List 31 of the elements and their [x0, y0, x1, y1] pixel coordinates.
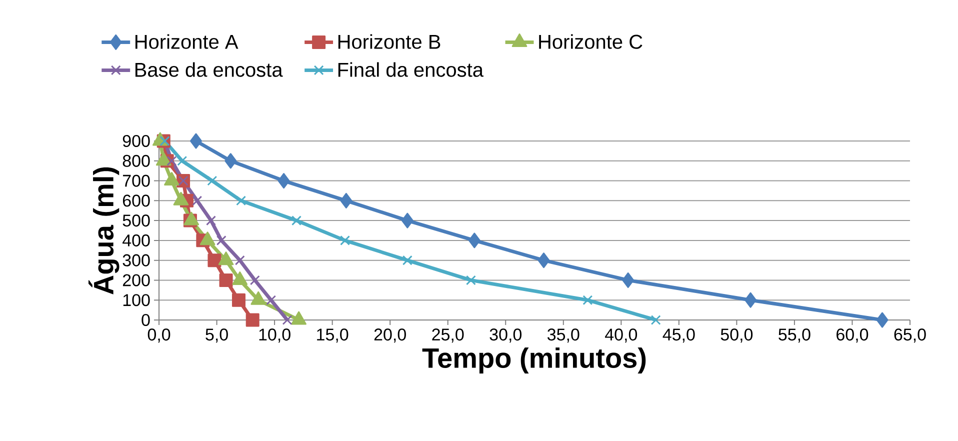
x-tick-label: 45,0: [662, 328, 695, 343]
x-tick-label: 10,0: [259, 328, 290, 343]
y-tick-label: 100: [123, 294, 150, 306]
legend-label: Horizonte B: [338, 34, 440, 49]
legend-label: Horizonte A: [135, 34, 238, 49]
x-tick-label: 20,0: [374, 328, 406, 343]
y-tick-label: 700: [122, 174, 150, 187]
x-tick-label: 30,0: [490, 328, 522, 343]
x-tick-label: 35,0: [547, 328, 580, 343]
y-tick-label: 800: [122, 154, 150, 167]
y-tick-label: 300: [122, 254, 150, 266]
y-tick-label: 400: [122, 234, 150, 246]
y-tick-label: 500: [122, 214, 150, 227]
legend-label: Horizonte C: [539, 34, 642, 49]
y-axis-title: Água (ml): [88, 167, 120, 294]
x-axis-title: Tempo (minutos): [422, 347, 646, 374]
legend-label: Base da encosta: [135, 62, 283, 77]
x-tick-label: 60,0: [836, 328, 868, 343]
legend-label: Final da encosta: [338, 62, 484, 77]
x-tick-label: 55,0: [778, 328, 810, 343]
y-tick-label: 900: [122, 134, 150, 148]
x-tick-label: 65,0: [894, 328, 926, 343]
x-tick-label: 40,0: [605, 328, 638, 343]
x-tick-label: 0,0: [148, 328, 170, 343]
y-tick-label: 0: [142, 314, 150, 326]
y-tick-label: 200: [122, 274, 150, 286]
y-tick-label: 600: [122, 194, 150, 207]
x-tick-label: 15,0: [317, 328, 348, 343]
x-tick-label: 5,0: [206, 328, 228, 343]
x-tick-label: 25,0: [432, 328, 464, 343]
x-tick-label: 50,0: [720, 328, 753, 343]
